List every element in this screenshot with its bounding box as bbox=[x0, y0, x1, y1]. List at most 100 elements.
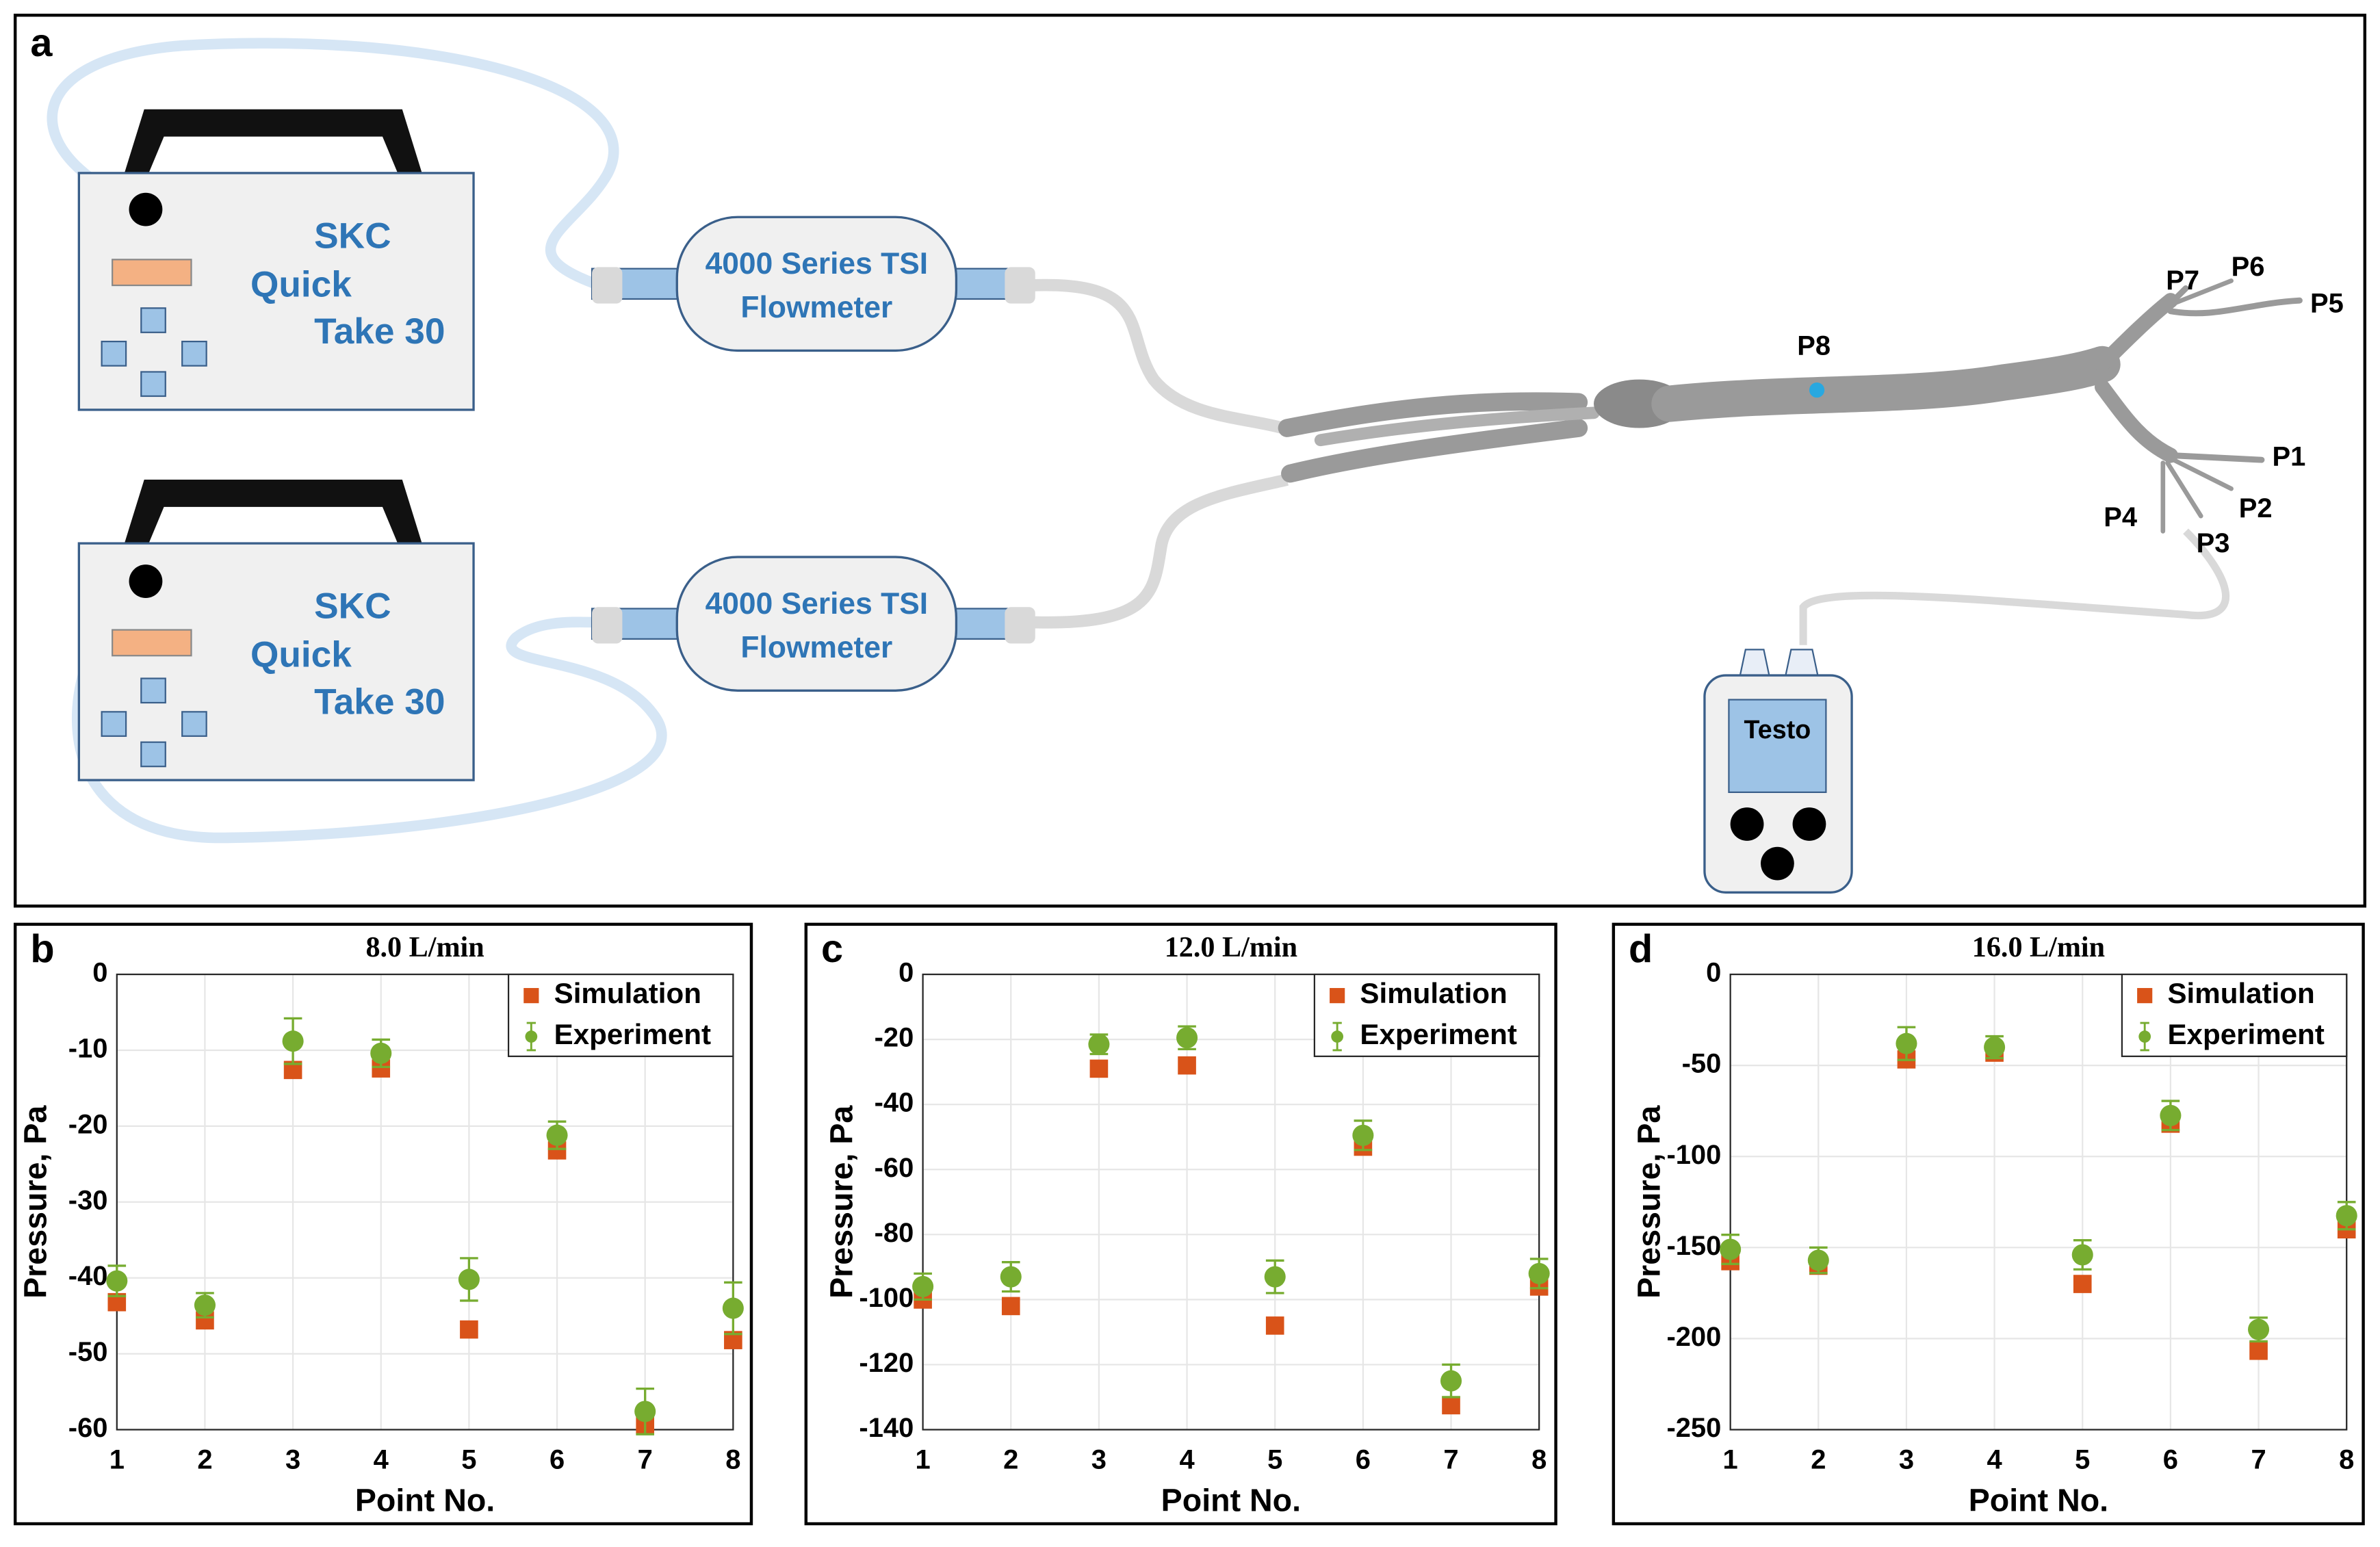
x-tick-label: 1 bbox=[1723, 1445, 1738, 1475]
data-point bbox=[1720, 1238, 1742, 1260]
x-axis-label: Point No. bbox=[355, 1482, 495, 1518]
chart-title: 12.0 L/min bbox=[1165, 931, 1297, 963]
y-tick-label: 0 bbox=[1706, 958, 1721, 988]
data-point bbox=[1000, 1266, 1022, 1288]
x-tick-label: 1 bbox=[916, 1445, 931, 1475]
x-tick-label: 3 bbox=[1091, 1445, 1107, 1475]
data-point bbox=[1001, 1297, 1020, 1316]
flowmeter-label: 4000 Series TSI bbox=[706, 247, 929, 281]
tube bbox=[1031, 278, 1284, 434]
data-point bbox=[1176, 1027, 1198, 1049]
pressure-meter bbox=[1703, 649, 1853, 894]
data-point bbox=[1440, 1370, 1462, 1392]
legend-marker bbox=[1331, 1030, 1344, 1043]
data-point bbox=[2336, 1205, 2357, 1227]
data-point bbox=[634, 1401, 656, 1422]
pump bbox=[77, 109, 475, 411]
x-tick-label: 8 bbox=[725, 1445, 740, 1475]
y-tick-label: -60 bbox=[875, 1153, 914, 1183]
y-tick-label: -20 bbox=[875, 1023, 914, 1053]
x-tick-label: 8 bbox=[2339, 1445, 2354, 1475]
data-point bbox=[194, 1295, 216, 1316]
y-tick-label: -40 bbox=[875, 1088, 914, 1118]
panel-letter: b bbox=[30, 927, 54, 971]
y-tick-label: -140 bbox=[859, 1413, 914, 1443]
pump-label: Take 30 bbox=[314, 311, 445, 352]
point-label: P8 bbox=[1797, 331, 1831, 361]
data-point bbox=[1528, 1262, 1550, 1284]
tube bbox=[47, 38, 619, 291]
legend: Simulation Experiment bbox=[2121, 973, 2348, 1057]
y-tick-label: -30 bbox=[68, 1185, 108, 1215]
x-tick-label: 7 bbox=[638, 1445, 653, 1475]
y-axis-label: Pressure, Pa bbox=[1631, 1105, 1667, 1299]
x-tick-label: 8 bbox=[1531, 1445, 1547, 1475]
x-tick-label: 3 bbox=[1899, 1445, 1914, 1475]
point-label: P5 bbox=[2310, 288, 2344, 318]
y-tick-label: -250 bbox=[1666, 1413, 1721, 1443]
data-point bbox=[1178, 1056, 1196, 1075]
diagram-panel: a SKC Quick Take 30 SKC Quick Take 30 40… bbox=[13, 14, 2367, 908]
data-point bbox=[1807, 1249, 1829, 1271]
y-axis-label: Pressure, Pa bbox=[18, 1105, 53, 1299]
y-tick-label: 0 bbox=[92, 958, 107, 988]
legend: Simulation Experiment bbox=[1313, 973, 1540, 1057]
point-label: P4 bbox=[2104, 502, 2137, 532]
data-point bbox=[460, 1320, 478, 1339]
pump-label: Take 30 bbox=[314, 681, 445, 722]
legend-box bbox=[2121, 973, 2348, 1057]
plot-frame bbox=[116, 973, 734, 1431]
airway-model bbox=[1278, 278, 2303, 534]
legend-label: Simulation bbox=[554, 977, 701, 1009]
legend-marker bbox=[2137, 988, 2153, 1004]
data-point bbox=[2160, 1104, 2182, 1126]
panel-letter: c bbox=[821, 927, 843, 971]
y-tick-label: -10 bbox=[68, 1034, 108, 1064]
panel-letter: d bbox=[1629, 927, 1653, 971]
legend-label: Simulation bbox=[2167, 977, 2314, 1009]
x-tick-label: 6 bbox=[2163, 1445, 2178, 1475]
x-tick-label: 7 bbox=[2251, 1445, 2266, 1475]
pump-label: SKC bbox=[314, 586, 391, 627]
x-tick-label: 3 bbox=[285, 1445, 300, 1475]
data-point bbox=[912, 1275, 934, 1297]
probe-point bbox=[1809, 382, 1825, 398]
legend-label: Simulation bbox=[1360, 977, 1507, 1009]
x-tick-label: 5 bbox=[461, 1445, 476, 1475]
data-point bbox=[2249, 1341, 2268, 1360]
chart-title: 16.0 L/min bbox=[1972, 931, 2105, 963]
data-point bbox=[1984, 1037, 2006, 1058]
x-tick-label: 7 bbox=[1443, 1445, 1458, 1475]
y-tick-label: -60 bbox=[68, 1413, 108, 1443]
legend-marker bbox=[523, 988, 539, 1004]
data-point bbox=[2248, 1318, 2270, 1340]
y-tick-label: -100 bbox=[859, 1283, 914, 1313]
pump-label: SKC bbox=[314, 216, 391, 256]
legend: Simulation Experiment bbox=[507, 973, 734, 1057]
data-point bbox=[2073, 1275, 2092, 1293]
point-label: P7 bbox=[2166, 265, 2199, 296]
data-point bbox=[1352, 1124, 1374, 1146]
data-point bbox=[458, 1269, 480, 1290]
y-tick-label: 0 bbox=[898, 958, 914, 988]
y-tick-label: -200 bbox=[1666, 1322, 1721, 1352]
legend-box bbox=[1313, 973, 1540, 1057]
pump bbox=[77, 479, 475, 781]
y-tick-label: -20 bbox=[68, 1109, 108, 1139]
data-point bbox=[1265, 1316, 1284, 1335]
chart: b 0 -10 -20 -30 -40 -50 -601 2 3 4 5 6 7 8 8.0 L/min Poi… bbox=[13, 922, 753, 1526]
pump-label: Quick bbox=[250, 264, 352, 304]
y-tick-label: -120 bbox=[859, 1348, 914, 1378]
legend-marker bbox=[2138, 1030, 2151, 1043]
x-tick-label: 6 bbox=[1356, 1445, 1371, 1475]
pump-label: Quick bbox=[250, 635, 352, 675]
data-point bbox=[722, 1297, 744, 1319]
x-tick-label: 6 bbox=[549, 1445, 565, 1475]
x-tick-label: 5 bbox=[1267, 1445, 1282, 1475]
panel-frame bbox=[13, 14, 2367, 908]
legend-box bbox=[507, 973, 734, 1057]
point-label: P2 bbox=[2239, 493, 2273, 523]
y-tick-label: -80 bbox=[875, 1218, 914, 1248]
